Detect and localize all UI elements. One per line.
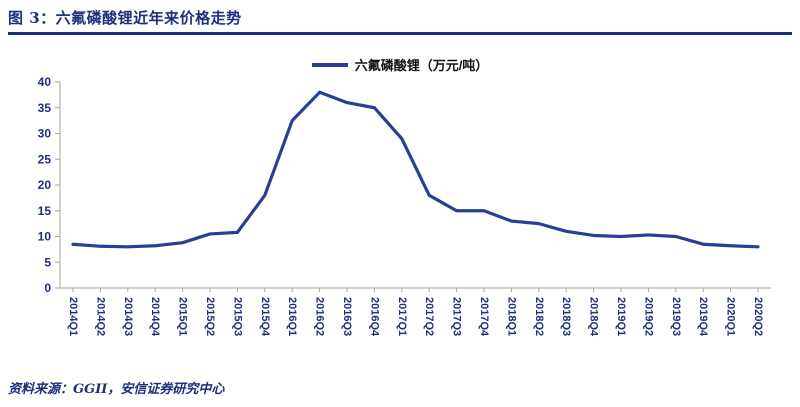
svg-text:2014Q3: 2014Q3	[122, 297, 134, 336]
svg-text:25: 25	[38, 152, 52, 166]
source-note: 资料来源：GGII，安信证券研究中心	[8, 382, 225, 397]
figure-header: 图 3：六氟磷酸锂近年来价格走势	[0, 0, 800, 32]
svg-text:2017Q1: 2017Q1	[396, 297, 408, 336]
svg-text:2016Q3: 2016Q3	[341, 297, 353, 336]
svg-text:2017Q2: 2017Q2	[423, 297, 435, 336]
svg-text:2016Q4: 2016Q4	[368, 297, 380, 337]
svg-text:10: 10	[38, 230, 52, 244]
legend-line-swatch	[311, 62, 348, 67]
svg-text:15: 15	[38, 204, 52, 218]
chart-legend: 六氟磷酸锂（万元/吨）	[0, 55, 800, 74]
svg-text:2017Q4: 2017Q4	[478, 297, 490, 337]
svg-text:2020Q2: 2020Q2	[752, 297, 764, 336]
svg-text:2019Q3: 2019Q3	[670, 297, 682, 336]
price-line-chart: 0 5 10 15 20 25 30 35 40 2014Q1 2014Q2 2014Q3 2014Q4…	[8, 75, 800, 373]
svg-text:20: 20	[38, 178, 52, 192]
svg-text:2014Q1: 2014Q1	[67, 297, 79, 336]
title-divider	[8, 32, 792, 35]
svg-text:2015Q2: 2015Q2	[204, 297, 216, 336]
svg-text:2014Q2: 2014Q2	[94, 297, 106, 336]
svg-text:40: 40	[38, 76, 52, 89]
svg-text:2018Q4: 2018Q4	[588, 297, 600, 337]
svg-text:2016Q2: 2016Q2	[314, 297, 326, 336]
svg-text:2019Q1: 2019Q1	[615, 297, 627, 336]
svg-text:2019Q4: 2019Q4	[697, 297, 709, 337]
svg-text:2018Q2: 2018Q2	[533, 297, 545, 336]
svg-text:2017Q3: 2017Q3	[451, 297, 463, 336]
svg-text:2015Q4: 2015Q4	[259, 297, 271, 337]
svg-text:2018Q3: 2018Q3	[560, 297, 572, 336]
svg-text:2020Q1: 2020Q1	[725, 297, 737, 336]
svg-text:30: 30	[38, 127, 52, 141]
svg-text:5: 5	[44, 255, 51, 269]
svg-text:2016Q1: 2016Q1	[286, 297, 298, 336]
svg-text:2015Q3: 2015Q3	[231, 297, 243, 336]
line-chart-svg: 0 5 10 15 20 25 30 35 40 2014Q1 2014Q2 2014Q3 2014Q4…	[38, 75, 771, 337]
legend-label: 六氟磷酸锂（万元/吨）	[354, 58, 489, 73]
svg-text:2015Q1: 2015Q1	[177, 297, 189, 336]
svg-text:2018Q1: 2018Q1	[505, 297, 517, 336]
svg-text:0: 0	[44, 281, 51, 295]
svg-text:2019Q2: 2019Q2	[642, 297, 654, 336]
svg-text:35: 35	[38, 101, 52, 115]
figure-title: 图 3：六氟磷酸锂近年来价格走势	[8, 9, 242, 27]
svg-text:2014Q4: 2014Q4	[149, 297, 161, 337]
